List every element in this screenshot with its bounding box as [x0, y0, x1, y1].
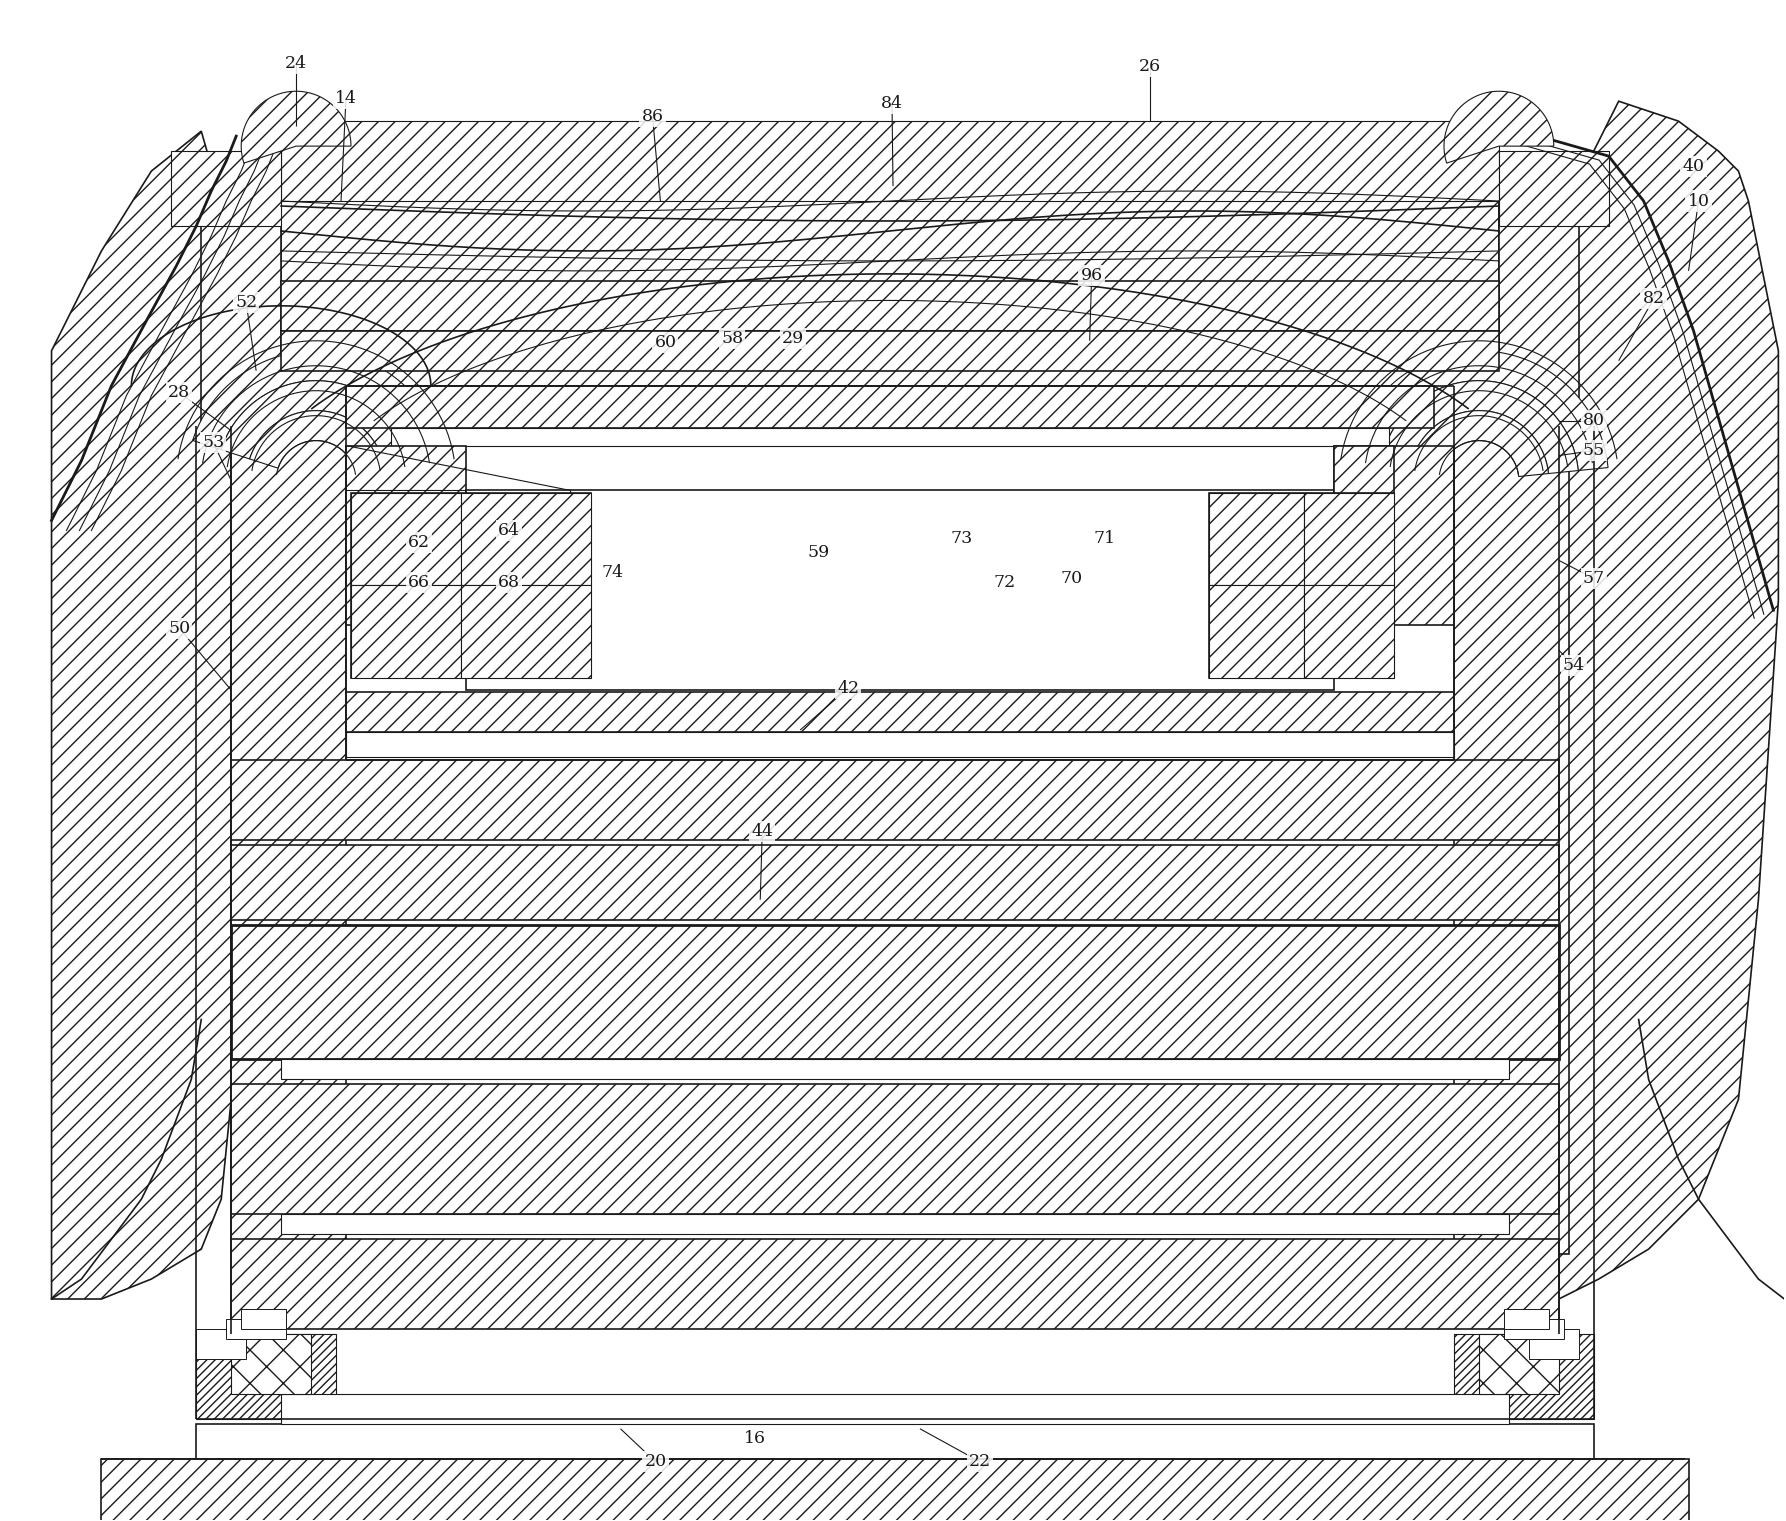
Bar — [280, 1060, 1509, 1080]
Text: 24: 24 — [286, 55, 307, 71]
Polygon shape — [1445, 91, 1554, 163]
Bar — [280, 201, 1498, 386]
Bar — [352, 493, 461, 586]
Text: 62: 62 — [407, 534, 430, 551]
Bar — [1498, 151, 1609, 227]
Bar — [1529, 1329, 1579, 1358]
Polygon shape — [221, 380, 416, 473]
Bar — [1209, 493, 1304, 586]
Bar — [1334, 446, 1454, 625]
Text: 59: 59 — [807, 545, 829, 561]
Bar — [230, 760, 1559, 840]
Bar — [171, 151, 280, 227]
Text: 44: 44 — [752, 823, 773, 841]
Bar — [1334, 446, 1395, 678]
Polygon shape — [241, 91, 352, 163]
Bar — [1504, 1310, 1548, 1329]
Polygon shape — [1384, 380, 1579, 473]
Bar — [280, 1214, 1509, 1234]
Bar — [1504, 1319, 1565, 1338]
Polygon shape — [52, 131, 230, 1299]
Bar — [230, 1334, 311, 1393]
Bar — [1498, 201, 1579, 426]
Text: 96: 96 — [1081, 268, 1102, 284]
Bar — [196, 1424, 1593, 1459]
Text: 16: 16 — [745, 1430, 766, 1448]
Text: 84: 84 — [880, 94, 904, 111]
Text: 50: 50 — [168, 619, 191, 637]
Bar — [352, 586, 461, 678]
Bar — [230, 1240, 1559, 1329]
Bar — [352, 493, 591, 678]
Text: 10: 10 — [1688, 193, 1709, 210]
Bar — [196, 1334, 336, 1419]
Text: 54: 54 — [1563, 657, 1584, 674]
Bar — [1454, 1334, 1593, 1419]
Text: 66: 66 — [407, 573, 430, 590]
Text: 26: 26 — [1138, 58, 1161, 75]
Text: 52: 52 — [236, 295, 257, 312]
Text: 20: 20 — [645, 1453, 666, 1471]
Bar — [280, 330, 1498, 371]
Bar — [1479, 1334, 1559, 1393]
Bar — [196, 1329, 246, 1358]
Text: 64: 64 — [498, 522, 520, 538]
Bar — [1209, 493, 1395, 678]
Text: 28: 28 — [168, 385, 191, 402]
Text: 73: 73 — [950, 529, 973, 548]
Text: 29: 29 — [782, 330, 804, 347]
Bar — [230, 844, 1559, 920]
Text: 72: 72 — [993, 573, 1016, 590]
Text: 58: 58 — [722, 330, 743, 347]
Text: 71: 71 — [1093, 529, 1116, 548]
Text: 40: 40 — [1682, 158, 1704, 175]
Text: 68: 68 — [498, 573, 520, 590]
Polygon shape — [193, 351, 445, 470]
Bar — [346, 692, 1454, 732]
Text: 53: 53 — [202, 433, 225, 452]
Polygon shape — [1413, 411, 1548, 476]
Text: 74: 74 — [602, 564, 623, 581]
Text: 70: 70 — [1061, 570, 1082, 587]
Bar — [1304, 493, 1395, 586]
Text: 86: 86 — [641, 108, 663, 125]
Bar — [280, 122, 1498, 201]
Bar — [102, 1459, 1688, 1521]
Bar — [202, 201, 280, 426]
Text: 80: 80 — [1582, 412, 1604, 429]
Bar — [230, 1084, 1559, 1214]
Bar — [346, 386, 1434, 427]
Bar — [466, 490, 1334, 691]
Bar — [461, 586, 591, 678]
Text: 57: 57 — [1582, 570, 1606, 587]
Text: 60: 60 — [654, 335, 677, 351]
Bar — [280, 1393, 1509, 1424]
Polygon shape — [250, 411, 386, 476]
Text: 14: 14 — [336, 90, 357, 106]
Bar — [230, 925, 1559, 1060]
Bar — [391, 427, 1390, 446]
Bar — [1454, 426, 1568, 1255]
Bar — [241, 1310, 286, 1329]
Bar — [1209, 586, 1304, 678]
Bar — [1304, 586, 1395, 678]
Text: 22: 22 — [968, 1453, 991, 1471]
Bar — [230, 426, 346, 1255]
Text: 82: 82 — [1643, 291, 1665, 307]
Text: 55: 55 — [1582, 443, 1606, 459]
Bar — [346, 446, 466, 625]
Text: 42: 42 — [838, 680, 859, 697]
Bar — [280, 281, 1498, 330]
Bar — [346, 732, 1454, 757]
Polygon shape — [1356, 351, 1607, 470]
Bar — [461, 493, 591, 586]
Bar — [227, 1319, 286, 1338]
Polygon shape — [1559, 102, 1779, 1299]
